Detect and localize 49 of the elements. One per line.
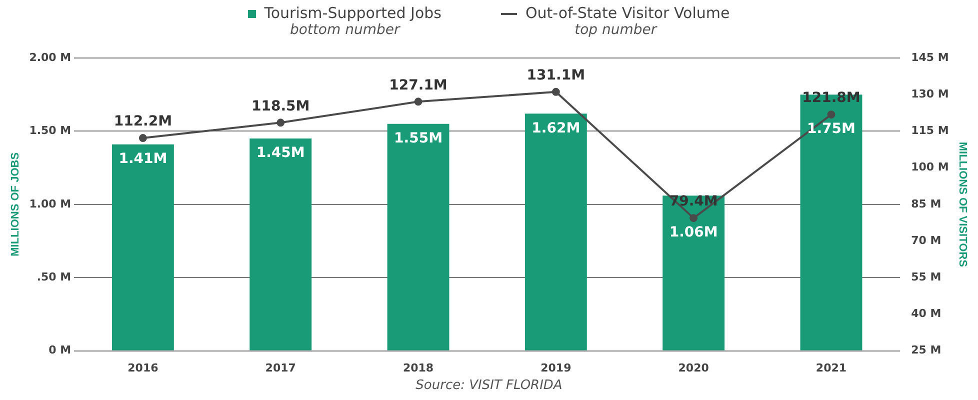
data-label: 1.45M [256,145,305,162]
data-label: 1.06M [669,224,718,241]
point [138,134,147,142]
legend-label: Tourism-Supported Jobs [263,4,442,22]
y-tick-label: 1.50 M [29,124,72,138]
bar [112,144,174,350]
data-label: 127.1M [389,77,448,94]
bar [524,114,587,350]
x-tick-label: 2018 [402,361,434,374]
bar [250,138,312,350]
y2-tick-label: 145 M [911,50,949,64]
y2-axis-title: MILLIONS OF VISITORS [956,142,968,267]
source-note: Source: VISIT FLORIDA [414,378,564,393]
y2-tick-label: 55 M [911,270,942,284]
y-tick-label: .50 M [36,270,72,284]
y-tick-label: 0 M [48,344,72,357]
text: top number [574,22,658,38]
data-label: 1.62M [532,120,580,136]
point [690,214,698,222]
y2-tick-label: 100 M [911,160,949,174]
y2-tick-label: 85 M [911,197,942,210]
bar [387,124,450,350]
x-tick-label: 2019 [540,361,572,374]
y-tick-label: 2.00 M [29,50,72,64]
x-tick-label: 2016 [128,361,159,374]
data-label: 1.41M [118,151,168,168]
x-tick-label: 2021 [816,361,847,374]
data-label: 1.55M [394,130,443,147]
point [827,110,836,119]
text: bottom number [288,22,402,38]
data-label: 112.2M [114,114,172,130]
y2-tick-label: 130 M [911,87,949,100]
y2-tick-label: 70 M [911,234,942,247]
y2-tick-label: 25 M [911,344,942,357]
y2-tick-label: 40 M [911,307,942,320]
y2-tick-label: 115 M [911,124,949,138]
data-label: 131.1M [526,68,586,84]
data-label: 121.8M [802,90,860,106]
x-tick-label: 2020 [678,361,710,374]
data-label: 1.75M [806,121,856,138]
x-tick-label: 2017 [265,361,296,374]
y-axis-title: MILLIONS OF JOBS [10,152,22,256]
legend-label: Out-of-State Visitor Volume [524,4,730,22]
point [552,88,560,96]
bar [662,196,725,350]
point [414,98,422,106]
data-label: 118.5M [251,98,310,114]
point [276,118,285,127]
y-tick-label: 1.00 M [29,197,72,210]
